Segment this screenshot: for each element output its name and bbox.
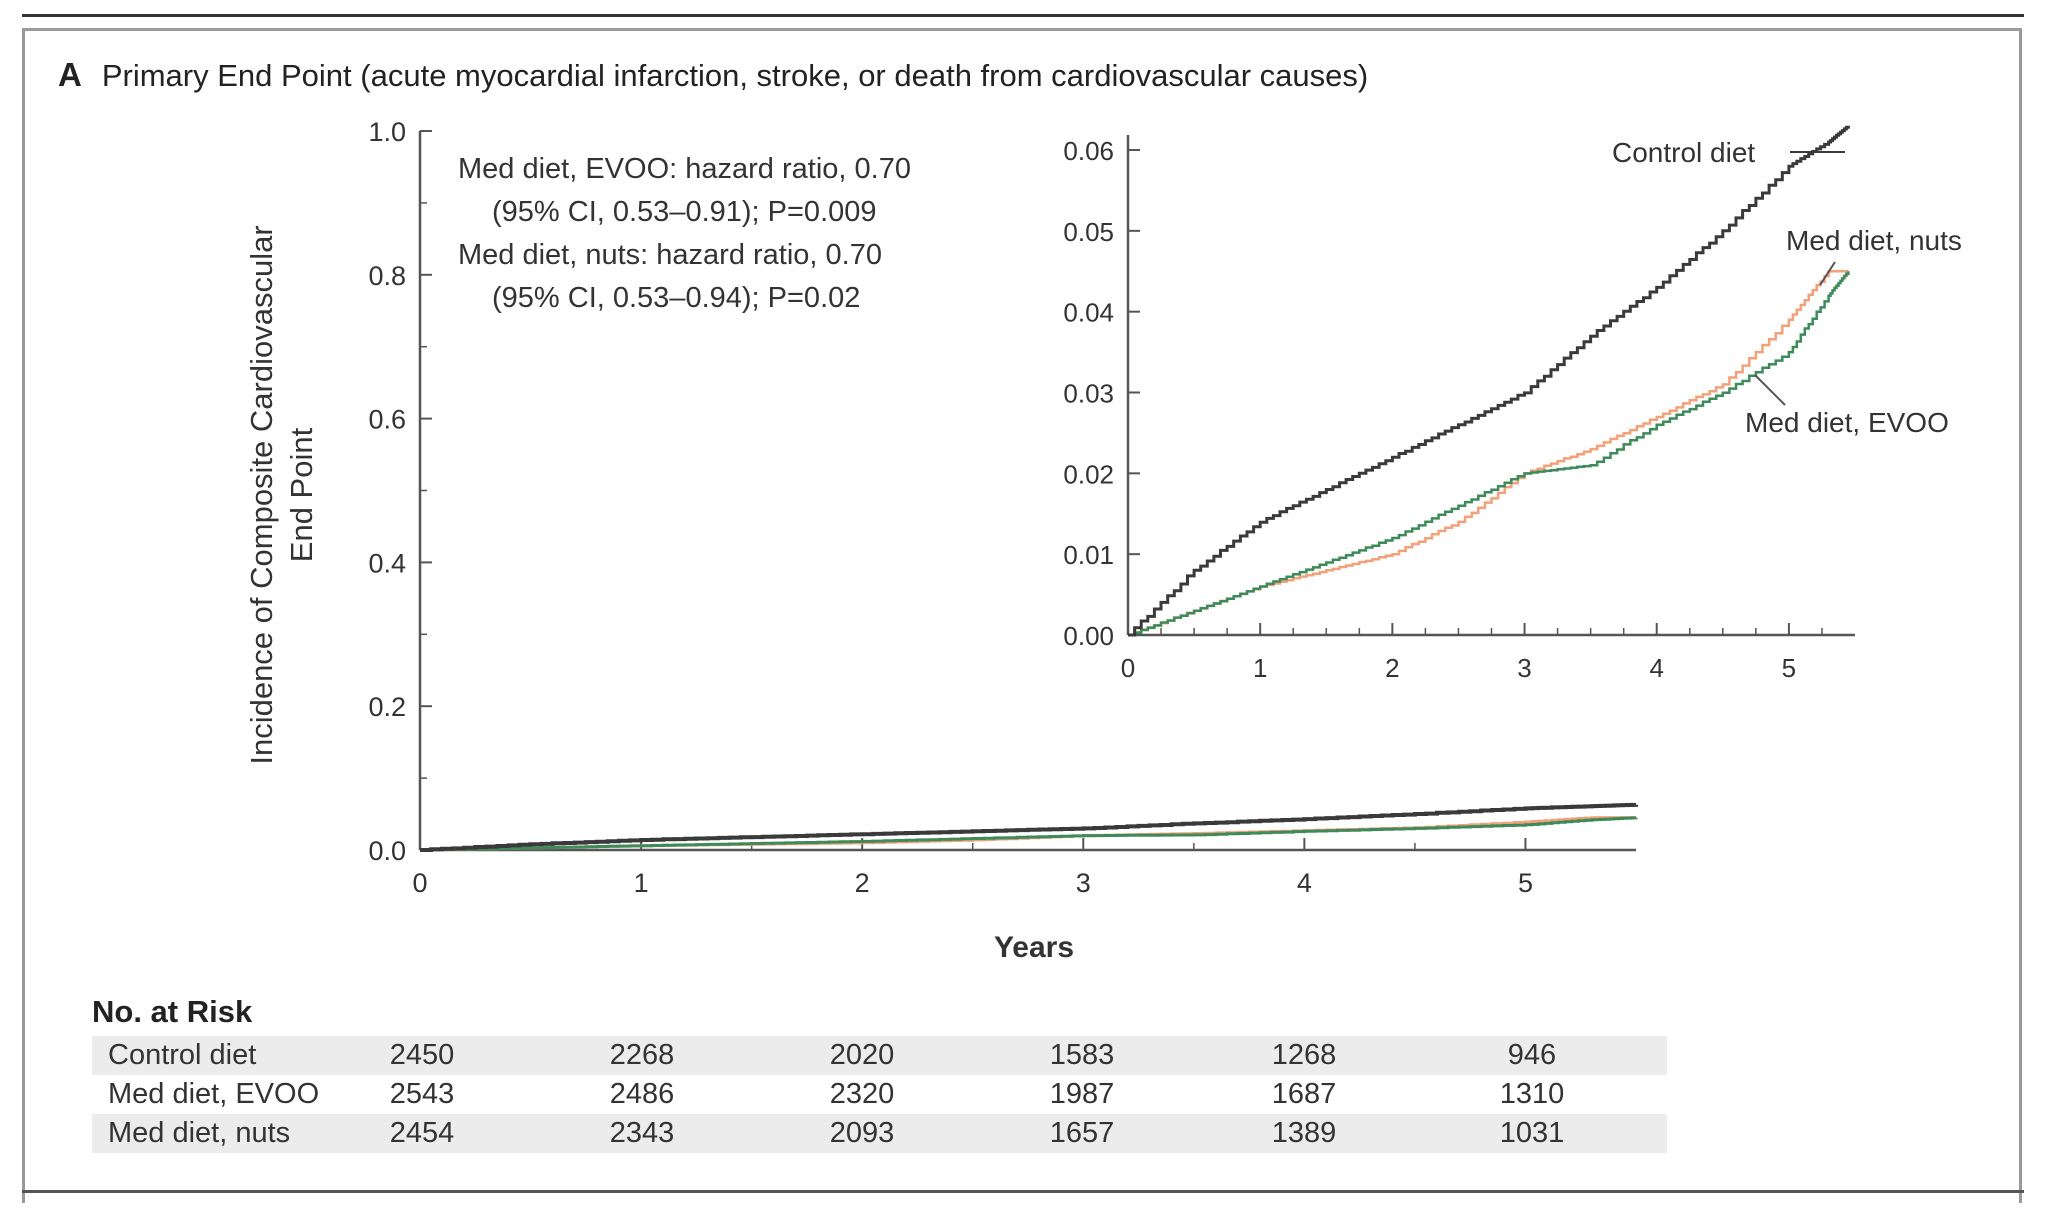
risk-cell: 1389 [1271, 1117, 1337, 1149]
inset-y-tick-label: 0.06 [1063, 136, 1114, 166]
inset-y-tick-label: 0.04 [1063, 298, 1114, 328]
x-tick-label: 0 [412, 868, 427, 898]
risk-table-rows: Control diet 2450 2268 2020 1583 1268 946 Med d… [92, 1036, 1667, 1153]
x-tick-label: 2 [855, 868, 870, 898]
hazard-ratio-annotation: (95% CI, 0.53–0.94); P=0.02 [492, 282, 860, 314]
inset-series-line-control [1128, 125, 1850, 637]
x-tick-label: 5 [1518, 868, 1533, 898]
main-plot: 0.0 0.2 0.4 0.6 0.8 1.0 0 1 2 3 4 5 Years Incidence o… [244, 117, 1638, 964]
risk-table: No. at Risk Control diet 2450 2268 2020 1583… [92, 994, 1667, 1153]
risk-cell: 2268 [609, 1039, 675, 1071]
panel-title: A Primary End Point (acute myocardial inf… [58, 56, 1368, 94]
inset-plot: 0.00 0.01 0.02 0.03 0.04 0.05 0.06 0 1 2 3 4 5 Contro… [1063, 125, 1962, 683]
y-tick-label: 0.8 [368, 261, 406, 291]
inset-label-control: Control diet [1612, 137, 1755, 168]
risk-cell: 1987 [1049, 1078, 1115, 1110]
leader-line-nuts [1819, 261, 1836, 286]
y-axis-title: Incidence of Composite Cardiovascular End… [244, 225, 319, 764]
y-tick-label: 0.0 [368, 836, 406, 866]
bottom-rule [22, 1190, 2024, 1193]
y-tick-label: 0.6 [368, 405, 406, 435]
inset-x-tick-label: 3 [1517, 653, 1531, 683]
y-tick-label: 0.2 [368, 692, 406, 722]
risk-cell: 2450 [389, 1039, 455, 1071]
inset-label-nuts: Med diet, nuts [1786, 225, 1962, 256]
x-axis-title: Years [994, 931, 1074, 964]
inset-series-line-nuts [1128, 270, 1849, 637]
risk-cell: 1031 [1499, 1117, 1565, 1149]
inset-x-tick-label: 0 [1121, 653, 1135, 683]
risk-row-label: Med diet, EVOO [108, 1078, 320, 1110]
inset-series-line-evoo [1128, 271, 1850, 637]
inset-x-tick-label: 4 [1649, 653, 1663, 683]
inset-y-tick-label: 0.02 [1063, 459, 1114, 489]
risk-cell: 2486 [609, 1078, 675, 1110]
hazard-ratio-annotation: Med diet, EVOO: hazard ratio, 0.70 [458, 153, 911, 185]
series-line-control [420, 802, 1638, 852]
inset-x-tick-label: 5 [1782, 653, 1796, 683]
risk-cell: 1657 [1049, 1117, 1115, 1149]
y-tick-label: 0.4 [368, 548, 406, 578]
risk-cell: 2543 [389, 1078, 455, 1110]
y-axis-title-line-1: Incidence of Composite Cardiovascular [244, 225, 279, 764]
risk-cell: 2093 [829, 1117, 895, 1149]
inset-y-tick-label: 0.01 [1063, 540, 1114, 570]
risk-table-title: No. at Risk [92, 994, 253, 1029]
y-axis-title-line-2: End Point [284, 427, 319, 562]
inset-y-tick-label: 0.05 [1063, 217, 1114, 247]
hazard-ratio-annotation: Med diet, nuts: hazard ratio, 0.70 [458, 239, 882, 271]
inset-y-tick-label: 0.03 [1063, 379, 1114, 409]
risk-cell: 2020 [829, 1039, 895, 1071]
top-rule [22, 14, 2024, 17]
y-tick-label: 1.0 [368, 117, 406, 147]
inset-x-tick-label: 1 [1253, 653, 1267, 683]
inset-label-evoo: Med diet, EVOO [1745, 407, 1949, 438]
risk-cell: 946 [1507, 1039, 1557, 1071]
hazard-ratio-annotation: (95% CI, 0.53–0.91); P=0.009 [492, 196, 877, 228]
inset-x-tick-label: 2 [1385, 653, 1399, 683]
risk-cell: 2343 [609, 1117, 675, 1149]
leader-line-evoo [1754, 374, 1786, 406]
risk-cell: 1687 [1271, 1078, 1337, 1110]
risk-cell: 1268 [1271, 1039, 1337, 1071]
panel-title-text: Primary End Point (acute myocardial infa… [101, 58, 1369, 93]
risk-cell: 2454 [389, 1117, 455, 1149]
inset-y-tick-label: 0.00 [1063, 621, 1114, 651]
x-tick-label: 4 [1297, 868, 1312, 898]
x-tick-label: 1 [634, 868, 649, 898]
risk-row-label: Control diet [108, 1039, 257, 1071]
risk-row: Med diet, EVOO 2543 2486 2320 1987 1687 1310 [92, 1075, 1667, 1114]
series-line-evoo [420, 816, 1638, 852]
risk-cell: 1310 [1499, 1078, 1565, 1110]
x-tick-label: 3 [1076, 868, 1091, 898]
risk-row: Control diet 2450 2268 2020 1583 1268 946 [92, 1036, 1667, 1075]
figure-frame [22, 28, 2022, 1203]
risk-row-label: Med diet, nuts [108, 1117, 291, 1149]
panel-letter: A [58, 56, 82, 93]
risk-row: Med diet, nuts 2454 2343 2093 1657 1389 1031 [92, 1114, 1667, 1153]
risk-cell: 2320 [829, 1078, 895, 1110]
risk-cell: 1583 [1049, 1039, 1115, 1071]
